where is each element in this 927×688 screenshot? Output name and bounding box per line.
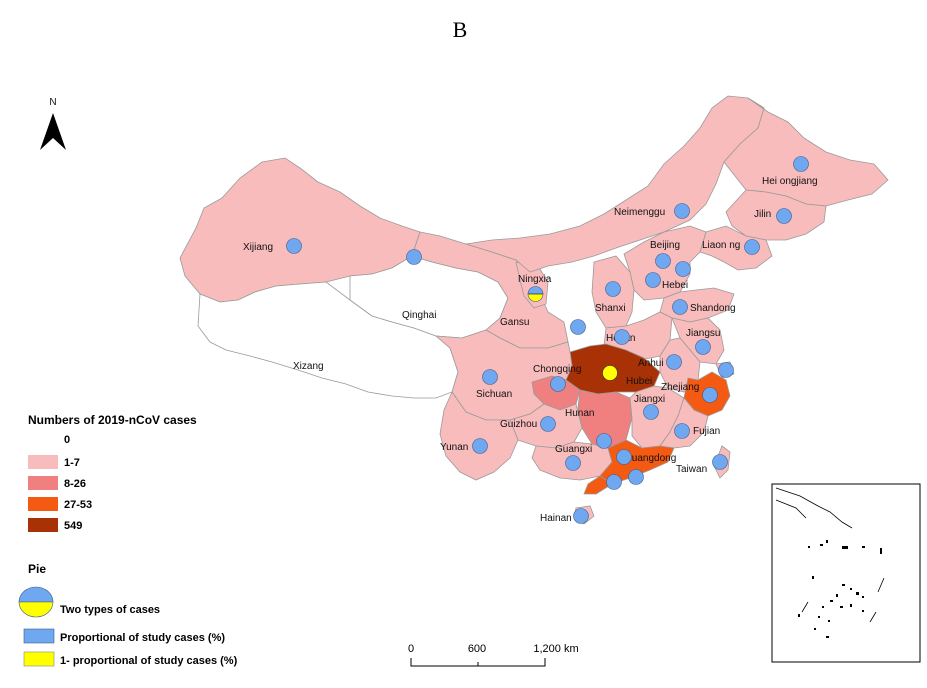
label-yunnan: Yunan <box>440 442 468 453</box>
label-hainan: Hainan <box>540 513 572 524</box>
legend-class-4-label: 549 <box>64 520 82 532</box>
legend-class-4: 549 <box>28 518 82 532</box>
north-arrow-left <box>40 113 53 150</box>
pie-heilongjiang[interactable] <box>793 156 809 172</box>
legend-class-1-label: 1-7 <box>64 457 80 469</box>
legend-class-3: 27-53 <box>28 497 92 511</box>
label-liaoning: Liaon ng <box>702 240 740 251</box>
label-jilin: Jilin <box>754 209 771 220</box>
legend-class-0: 0 <box>27 430 70 446</box>
pie-shanxi[interactable] <box>605 281 621 297</box>
pie-beijing[interactable] <box>655 253 671 269</box>
legend: Numbers of 2019-nCoV cases 0 1-7 8-26 27… <box>18 413 238 667</box>
label-qinghai: Qinghai <box>402 310 436 321</box>
legend-class-3-label: 27-53 <box>64 499 92 511</box>
scale-label-0: 0 <box>408 643 414 655</box>
label-neimenggu: Neimenggu <box>614 207 665 218</box>
scale-label-1200: 1,200 km <box>533 643 578 655</box>
legend-blue-item: Proportional of study cases (%) <box>23 628 225 644</box>
label-guizhou: Guizhou <box>500 419 537 430</box>
pie-fujian[interactable] <box>674 423 690 439</box>
label-ningxia: Ningxia <box>518 274 552 285</box>
legend-pie-label: Two types of cases <box>60 604 160 616</box>
pie-guizhou[interactable] <box>540 416 556 432</box>
pie-hubei[interactable] <box>602 365 618 381</box>
scale-label-600: 600 <box>468 643 486 655</box>
label-heilongjiang: Hei ongjiang <box>762 176 818 187</box>
province-liaoning[interactable] <box>699 225 773 271</box>
legend-pie-title: Pie <box>28 562 46 576</box>
pie-shandong[interactable] <box>672 299 688 315</box>
label-fujian: Fujian <box>693 426 720 437</box>
label-hunan: Hunan <box>565 408 594 419</box>
pie-jiangsu[interactable] <box>695 339 711 355</box>
pie-jiangxi[interactable] <box>643 404 659 420</box>
pie-guangdong-2[interactable] <box>606 474 622 490</box>
pie-jilin[interactable] <box>776 208 792 224</box>
pie-yunnan[interactable] <box>472 438 488 454</box>
pie-hainan[interactable] <box>573 508 589 524</box>
pie-tianjin[interactable] <box>675 261 691 277</box>
label-chongqing: Chongqing <box>533 364 581 375</box>
pie-chongqing[interactable] <box>550 376 566 392</box>
pie-hunan[interactable] <box>596 433 612 449</box>
pie-shanghai[interactable] <box>718 362 734 378</box>
label-xizang: Xizang <box>293 361 324 372</box>
pie-zhejiang[interactable] <box>702 387 718 403</box>
province-yunnan[interactable] <box>439 391 519 481</box>
pie-guangxi[interactable] <box>565 455 581 471</box>
province-fujian[interactable] <box>659 397 709 449</box>
pie-anhui[interactable] <box>666 354 682 370</box>
legend-class-2: 8-26 <box>28 476 86 490</box>
pie-gansu[interactable] <box>570 319 586 335</box>
pie-hebei[interactable] <box>645 272 661 288</box>
legend-pie-item: Two types of cases <box>18 586 160 618</box>
legend-blue-label: Proportional of study cases (%) <box>60 632 225 644</box>
label-anhui: Anhui <box>638 358 664 369</box>
pie-neimenggu[interactable] <box>674 203 690 219</box>
label-beijing: Beijing <box>650 240 680 251</box>
pie-xinjiang[interactable] <box>286 238 302 254</box>
label-jiangxi: Jiangxi <box>634 394 665 405</box>
pie-guangdong-3[interactable] <box>628 469 644 485</box>
map-title: B <box>453 17 468 42</box>
label-taiwan: Taiwan <box>676 464 707 475</box>
scale-bar: 0 600 1,200 km <box>408 643 579 667</box>
inset-map <box>771 483 921 663</box>
label-guangdong: Guangdong <box>624 453 676 464</box>
label-shandong: Shandong <box>690 303 736 314</box>
legend-yellow-label: 1- proportional of study cases (%) <box>60 655 238 667</box>
pie-taiwan[interactable] <box>712 454 728 470</box>
legend-title: Numbers of 2019-nCoV cases <box>28 413 197 427</box>
north-label: N <box>49 97 56 108</box>
label-guangxi: Guangxi <box>555 444 592 455</box>
pie-guangdong[interactable] <box>616 449 632 465</box>
label-hebei: Hebei <box>662 280 688 291</box>
legend-yellow-item: 1- proportional of study cases (%) <box>23 651 238 667</box>
legend-class-1: 1-7 <box>28 455 80 469</box>
label-gansu: Gansu <box>500 317 529 328</box>
label-xinjiang: Xijiang <box>243 242 273 253</box>
label-hubei: Hubei <box>626 376 652 387</box>
label-sichuan: Sichuan <box>476 389 512 400</box>
label-shanxi: Shanxi <box>595 303 626 314</box>
label-jiangsu: Jiangsu <box>686 328 720 339</box>
pie-gansu-west[interactable] <box>406 249 422 265</box>
province-heilongjiang[interactable] <box>723 97 889 207</box>
legend-class-0-label: 0 <box>64 434 70 446</box>
north-arrow-right <box>53 113 66 150</box>
pie-ningxia[interactable] <box>527 286 544 302</box>
legend-class-2-label: 8-26 <box>64 478 86 490</box>
pie-henan[interactable] <box>614 329 630 345</box>
pie-liaoning[interactable] <box>744 239 760 255</box>
north-arrow: N <box>40 97 66 150</box>
pie-sichuan[interactable] <box>482 369 498 385</box>
label-zhejiang: Zhejiang <box>661 382 699 393</box>
province-jilin[interactable] <box>725 189 827 241</box>
